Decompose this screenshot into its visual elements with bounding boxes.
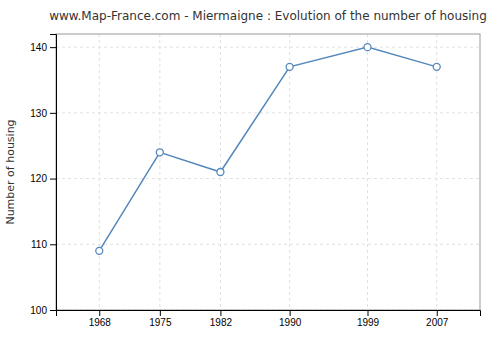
tick-mark	[160, 310, 161, 316]
tick: 1982	[210, 310, 233, 328]
tick-mark	[99, 310, 100, 316]
grid-line	[289, 34, 290, 310]
point	[96, 247, 103, 254]
point	[286, 63, 293, 70]
tick-label: 1990	[279, 317, 302, 328]
grid-line	[56, 47, 480, 48]
title: www.Map-France.com - Miermaigne : Evolut…	[49, 9, 487, 23]
tick-label: 130	[30, 108, 47, 119]
tick-mark	[290, 310, 291, 316]
tick-label: 140	[30, 42, 47, 53]
tick: 140	[30, 42, 56, 53]
tick-label: 110	[31, 239, 47, 250]
tick: 110	[31, 239, 56, 250]
tick: 1968	[89, 310, 112, 328]
tick: 1990	[279, 310, 302, 328]
chart: 1968 1975 1982 1990 1999 2007 100 110 120 130 140 w…	[0, 0, 500, 340]
tick-mark	[50, 179, 56, 180]
tick-mark	[50, 47, 56, 48]
tick-label: 2007	[426, 317, 449, 328]
tick: 130	[30, 108, 56, 119]
tick: 1975	[149, 310, 172, 328]
point	[217, 169, 224, 176]
grid-line	[99, 34, 100, 310]
point	[433, 63, 440, 70]
line	[99, 47, 436, 251]
grid-line	[56, 112, 480, 113]
tick-mark	[50, 113, 56, 114]
axis-line	[57, 311, 481, 317]
tick-label: 100	[30, 305, 47, 316]
grid-line	[56, 178, 480, 179]
series	[96, 44, 440, 255]
tick-label: 1968	[89, 317, 112, 328]
axis-line	[50, 35, 57, 311]
plot-frame	[56, 34, 480, 310]
tick-label: 1982	[210, 317, 233, 328]
tick: 1999	[357, 310, 380, 328]
tick: 100	[30, 305, 56, 316]
plot-area: 1968 1975 1982 1990 1999 2007 100 110 120 130 140	[30, 34, 480, 328]
point	[364, 44, 371, 51]
grid	[56, 34, 480, 310]
grid-line	[159, 34, 160, 310]
tick-mark	[437, 310, 438, 316]
tick: 120	[30, 173, 56, 184]
tick-label: 120	[30, 173, 47, 184]
tick-mark	[368, 310, 369, 316]
grid-line	[436, 34, 437, 310]
point	[156, 149, 163, 156]
x-axis: 1968 1975 1982 1990 1999 2007	[57, 310, 481, 328]
grid-line	[56, 244, 480, 245]
tick-mark	[50, 310, 56, 311]
y-axis-title: Number of housing	[4, 119, 17, 224]
grid-line	[367, 34, 368, 310]
tick: 2007	[426, 310, 449, 328]
tick-label: 1999	[357, 317, 380, 328]
tick-label: 1975	[149, 317, 172, 328]
tick-mark	[50, 244, 56, 245]
tick-mark	[220, 310, 221, 316]
y-axis: 100 110 120 130 140	[30, 35, 56, 316]
